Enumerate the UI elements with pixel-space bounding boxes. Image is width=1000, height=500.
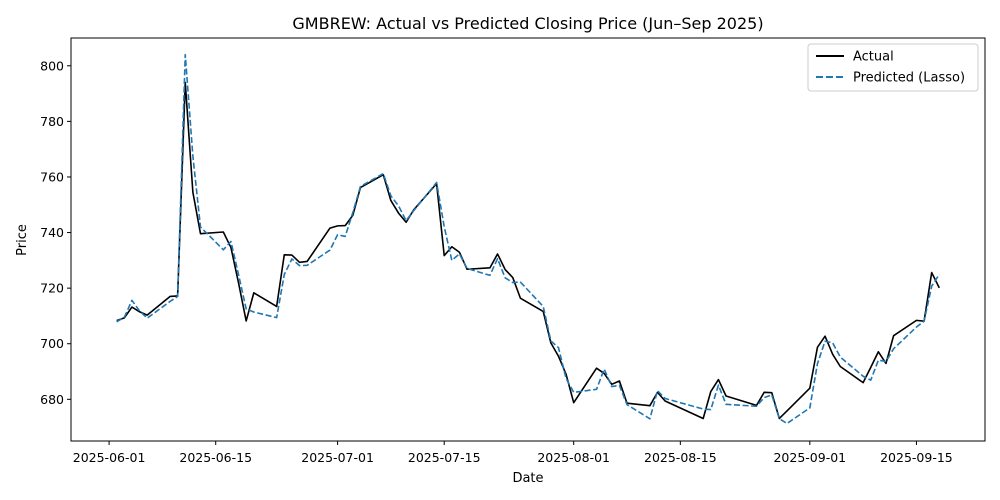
x-tick-label: 2025-08-15	[644, 450, 717, 465]
legend-label-predicted: Predicted (Lasso)	[853, 71, 965, 86]
series-layer	[116, 53, 941, 425]
y-tick-label: 740	[40, 225, 64, 240]
legend: Actual Predicted (Lasso)	[807, 43, 979, 92]
y-tick-label: 780	[40, 114, 64, 129]
x-tick-label: 2025-06-01	[73, 450, 146, 465]
y-axis-label: Price	[15, 224, 30, 256]
x-tick-label: 2025-07-01	[301, 450, 374, 465]
x-tick-label: 2025-09-15	[880, 450, 953, 465]
legend-label-actual: Actual	[853, 50, 894, 65]
x-tick-label: 2025-06-15	[179, 450, 252, 465]
legend-box	[807, 43, 979, 92]
y-axis: 680 700 720 740 760 780 800	[40, 58, 71, 407]
y-tick-label: 680	[40, 392, 64, 407]
y-tick-label: 760	[40, 169, 64, 184]
x-axis: 2025-06-01 2025-06-15 2025-07-01 2025-07-15…	[73, 441, 953, 465]
x-tick-label: 2025-07-15	[408, 450, 481, 465]
x-tick-label: 2025-08-01	[537, 450, 610, 465]
y-tick-label: 700	[40, 336, 64, 351]
chart-title: GMBREW: Actual vs Predicted Closing Pric…	[292, 14, 763, 33]
x-axis-label: Date	[512, 471, 543, 486]
y-tick-label: 800	[40, 58, 64, 73]
x-tick-label: 2025-09-01	[773, 450, 846, 465]
series-line-actual	[116, 81, 941, 420]
series-line-predicted	[116, 53, 940, 425]
plot-frame	[70, 37, 986, 442]
y-tick-label: 720	[40, 281, 64, 296]
